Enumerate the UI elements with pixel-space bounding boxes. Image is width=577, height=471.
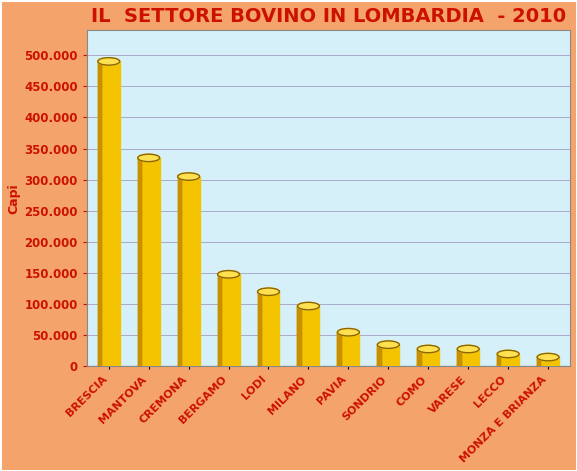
Bar xyxy=(497,354,519,366)
Ellipse shape xyxy=(537,364,559,369)
Title: IL  SETTORE BOVINO IN LOMBARDIA  - 2010: IL SETTORE BOVINO IN LOMBARDIA - 2010 xyxy=(91,7,566,26)
Ellipse shape xyxy=(457,364,479,369)
Bar xyxy=(298,306,320,366)
Bar xyxy=(338,332,340,366)
Bar xyxy=(257,292,279,366)
Bar xyxy=(298,306,301,366)
Bar xyxy=(338,332,359,366)
Y-axis label: Capi: Capi xyxy=(7,183,20,214)
Bar xyxy=(218,274,239,366)
Ellipse shape xyxy=(417,364,439,369)
Bar xyxy=(417,349,439,366)
Bar xyxy=(85,366,572,378)
Ellipse shape xyxy=(257,364,279,369)
Bar xyxy=(377,345,399,366)
Bar xyxy=(178,177,181,366)
Ellipse shape xyxy=(377,364,399,369)
Bar xyxy=(138,158,160,366)
Ellipse shape xyxy=(257,288,279,295)
Bar xyxy=(457,349,479,366)
Ellipse shape xyxy=(218,270,239,278)
Ellipse shape xyxy=(138,364,160,369)
Bar xyxy=(497,354,500,366)
Bar xyxy=(537,357,541,366)
Bar xyxy=(98,61,101,366)
Bar xyxy=(298,306,301,366)
Ellipse shape xyxy=(497,364,519,369)
Bar xyxy=(497,354,500,366)
Ellipse shape xyxy=(218,364,239,369)
Bar xyxy=(417,349,421,366)
Ellipse shape xyxy=(537,353,559,361)
Bar xyxy=(178,177,181,366)
Ellipse shape xyxy=(457,364,479,369)
Bar xyxy=(457,349,460,366)
Ellipse shape xyxy=(98,364,119,369)
Bar xyxy=(178,177,200,366)
Bar xyxy=(338,332,340,366)
Ellipse shape xyxy=(178,364,200,369)
Ellipse shape xyxy=(457,345,479,353)
Bar xyxy=(457,349,460,366)
Bar xyxy=(537,357,541,366)
Bar xyxy=(417,349,421,366)
Bar xyxy=(98,61,119,366)
Bar xyxy=(377,345,381,366)
Ellipse shape xyxy=(338,364,359,369)
Ellipse shape xyxy=(338,328,359,336)
Bar xyxy=(218,274,221,366)
Ellipse shape xyxy=(218,364,239,369)
Ellipse shape xyxy=(417,345,439,353)
Ellipse shape xyxy=(377,364,399,369)
Bar xyxy=(377,345,381,366)
Ellipse shape xyxy=(138,154,160,162)
Ellipse shape xyxy=(417,364,439,369)
Ellipse shape xyxy=(178,173,200,180)
Ellipse shape xyxy=(98,364,119,369)
Ellipse shape xyxy=(178,364,200,369)
Ellipse shape xyxy=(338,364,359,369)
Ellipse shape xyxy=(257,364,279,369)
Ellipse shape xyxy=(138,364,160,369)
Bar xyxy=(218,274,221,366)
Ellipse shape xyxy=(298,364,320,369)
Bar xyxy=(138,158,141,366)
Ellipse shape xyxy=(298,364,320,369)
Ellipse shape xyxy=(377,341,399,349)
Bar xyxy=(257,292,261,366)
Ellipse shape xyxy=(497,364,519,369)
Ellipse shape xyxy=(298,302,320,310)
Ellipse shape xyxy=(98,57,119,65)
Bar xyxy=(257,292,261,366)
Bar xyxy=(98,61,101,366)
Ellipse shape xyxy=(537,364,559,369)
Bar xyxy=(138,158,141,366)
Bar xyxy=(537,357,559,366)
Ellipse shape xyxy=(497,350,519,357)
